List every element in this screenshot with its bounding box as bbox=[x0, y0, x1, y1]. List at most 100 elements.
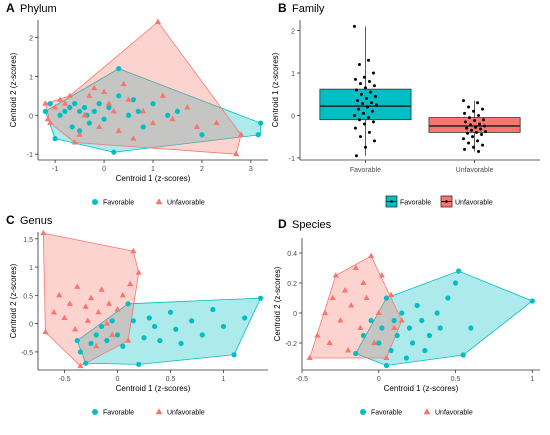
point-unfavorable bbox=[341, 287, 349, 293]
point-unfavorable bbox=[50, 308, 57, 315]
point-unfavorable bbox=[74, 283, 81, 289]
legend-label-favorable: Favorable bbox=[371, 410, 402, 417]
point-unfavorable bbox=[154, 18, 161, 24]
point-unfavorable bbox=[105, 100, 113, 106]
legend-label-unfavorable: Unfavorable bbox=[167, 410, 205, 417]
point-favorable bbox=[468, 325, 474, 331]
point-unfavorable bbox=[387, 291, 395, 298]
point-favorable bbox=[419, 317, 425, 324]
point-unfavorable bbox=[233, 150, 240, 157]
point-unfavorable bbox=[66, 92, 73, 98]
x-axis-label: Centroid 1 (z-scores) bbox=[116, 174, 191, 183]
point-favorable bbox=[101, 116, 107, 122]
jitter-point bbox=[373, 94, 377, 98]
jitter-point bbox=[478, 122, 482, 126]
point-favorable bbox=[445, 295, 451, 301]
legend-label-favorable: Favorable bbox=[103, 410, 134, 417]
point-unfavorable bbox=[61, 100, 68, 106]
point-favorable bbox=[104, 337, 110, 344]
point-unfavorable bbox=[105, 300, 113, 306]
jitter-point bbox=[352, 24, 356, 28]
jitter-point bbox=[482, 118, 486, 122]
hull-unfavorable bbox=[44, 21, 242, 155]
point-unfavorable bbox=[101, 88, 108, 94]
point-favorable bbox=[76, 128, 83, 134]
point-favorable bbox=[376, 340, 382, 346]
jitter-point bbox=[362, 75, 366, 79]
jitter-point bbox=[353, 77, 357, 81]
point-unfavorable bbox=[95, 308, 102, 315]
point-favorable bbox=[403, 355, 410, 361]
point-unfavorable bbox=[93, 342, 100, 349]
jitter-point bbox=[370, 109, 374, 113]
point-unfavorable bbox=[348, 302, 355, 308]
point-favorable bbox=[76, 108, 83, 114]
jitter-point bbox=[462, 137, 466, 141]
jitter-point bbox=[474, 125, 478, 129]
y-tick-label: -0.2 bbox=[285, 341, 297, 348]
jitter-point bbox=[357, 63, 361, 67]
y-tick-label: 0.5 bbox=[23, 293, 33, 300]
point-favorable bbox=[91, 108, 97, 114]
y-tick-label: 1 bbox=[29, 265, 33, 272]
point-favorable bbox=[189, 318, 195, 324]
jitter-point bbox=[354, 88, 358, 92]
y-tick-label: -1 bbox=[27, 152, 33, 159]
jitter-point bbox=[366, 116, 370, 120]
point-unfavorable bbox=[115, 127, 122, 133]
point-unfavorable bbox=[135, 269, 142, 275]
legend-key-favorable bbox=[92, 409, 98, 415]
x-tick-label: 1 bbox=[222, 376, 226, 383]
jitter-point bbox=[368, 90, 372, 94]
point-unfavorable bbox=[159, 92, 166, 98]
point-unfavorable bbox=[86, 92, 93, 98]
jitter-point bbox=[359, 92, 363, 96]
x-tick-label: 0 bbox=[116, 376, 120, 383]
point-unfavorable bbox=[378, 272, 385, 278]
point-favorable bbox=[146, 315, 152, 321]
jitter-point bbox=[352, 113, 356, 117]
y-tick-label: 0 bbox=[293, 311, 297, 318]
jitter-point bbox=[372, 84, 376, 88]
point-favorable bbox=[125, 112, 132, 118]
jitter-point bbox=[361, 111, 365, 115]
y-tick-label: 0.2 bbox=[287, 281, 297, 288]
panel-letter: C bbox=[6, 213, 15, 227]
jitter-point bbox=[365, 105, 369, 109]
point-favorable bbox=[231, 352, 237, 358]
point-unfavorable bbox=[337, 317, 344, 323]
point-unfavorable bbox=[213, 119, 220, 126]
y-axis-label: Centroid 2 (z-scores) bbox=[9, 263, 18, 338]
point-favorable bbox=[135, 108, 141, 114]
point-unfavorable bbox=[332, 272, 339, 278]
jitter-point bbox=[465, 126, 469, 130]
point-unfavorable bbox=[42, 328, 49, 335]
jitter-point bbox=[358, 135, 362, 139]
point-unfavorable bbox=[91, 84, 98, 91]
jitter-point bbox=[476, 101, 480, 105]
point-unfavorable bbox=[360, 279, 367, 286]
y-tick-label: 1.5 bbox=[23, 237, 33, 244]
point-favorable bbox=[116, 66, 122, 72]
point-favorable bbox=[130, 318, 136, 324]
y-tick-label: 1 bbox=[291, 71, 295, 78]
point-unfavorable bbox=[87, 294, 95, 301]
jitter-point bbox=[476, 139, 480, 143]
x-tick-label: 2 bbox=[200, 166, 204, 173]
point-unfavorable bbox=[110, 107, 117, 114]
jitter-point bbox=[355, 99, 359, 103]
point-unfavorable bbox=[391, 324, 398, 331]
point-favorable bbox=[409, 340, 416, 346]
point-unfavorable bbox=[329, 294, 336, 301]
y-tick-label: 0 bbox=[29, 113, 33, 120]
point-favorable bbox=[242, 315, 248, 321]
point-favorable bbox=[460, 352, 466, 358]
point-favorable bbox=[529, 298, 535, 304]
jitter-point bbox=[367, 80, 371, 84]
jitter-point bbox=[467, 141, 471, 145]
point-unfavorable bbox=[398, 317, 405, 323]
point-favorable bbox=[88, 340, 94, 347]
point-favorable bbox=[255, 132, 261, 138]
point-favorable bbox=[165, 112, 171, 118]
point-favorable bbox=[391, 317, 397, 324]
